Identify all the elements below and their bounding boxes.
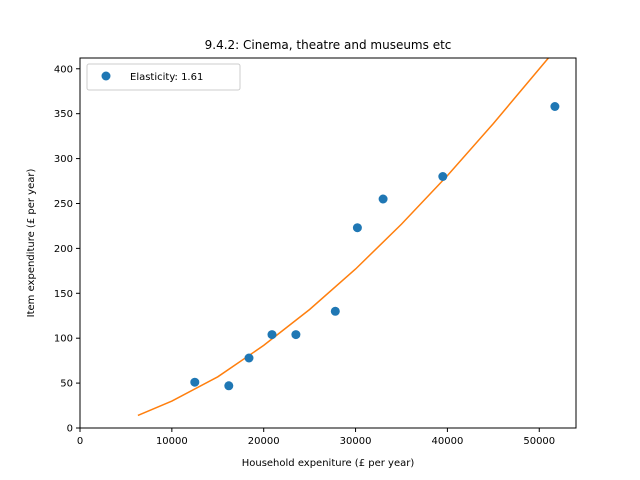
data-point [330,306,340,316]
y-tick-label: 300 [54,154,73,165]
y-tick-label: 400 [54,64,73,75]
y-tick-label: 0 [67,424,73,435]
legend-box [86,63,241,91]
x-tick-label: 40000 [432,436,464,447]
legend-label: Elasticity: 1.61 [130,72,203,83]
y-axis: 0 50 100 150 200 250 300 350 400 [54,64,80,435]
y-axis-label: Item expenditure (£ per year) [26,169,37,318]
x-tick-label: 20000 [248,436,280,447]
scatter-points-layer [190,102,560,391]
y-tick-label: 100 [54,334,73,345]
y-tick-label: 50 [60,379,73,390]
data-point [352,223,362,233]
data-point [267,330,277,340]
data-point [378,194,388,204]
fit-curve-layer [137,57,549,417]
data-point [224,381,234,391]
chart-title: 9.4.2: Cinema, theatre and museums etc [205,38,452,52]
data-point [244,353,254,363]
x-tick-label: 10000 [156,436,188,447]
legend: Elasticity: 1.61 [86,63,241,91]
x-tick-label: 50000 [523,436,555,447]
x-axis: 0 10000 20000 30000 40000 50000 [77,428,555,447]
data-point [190,377,200,387]
x-axis-label: Household expeniture (£ per year) [242,458,415,469]
y-tick-label: 150 [54,289,73,300]
x-tick-label: 30000 [340,436,372,447]
legend-marker [101,71,111,81]
y-tick-label: 250 [54,199,73,210]
data-point [291,330,301,340]
x-tick-label: 0 [77,436,83,447]
y-tick-label: 200 [54,244,73,255]
fit-curve [137,57,549,417]
plot-frame [79,57,577,429]
y-tick-label: 350 [54,109,73,120]
data-point [550,102,560,111]
data-point [438,172,448,181]
